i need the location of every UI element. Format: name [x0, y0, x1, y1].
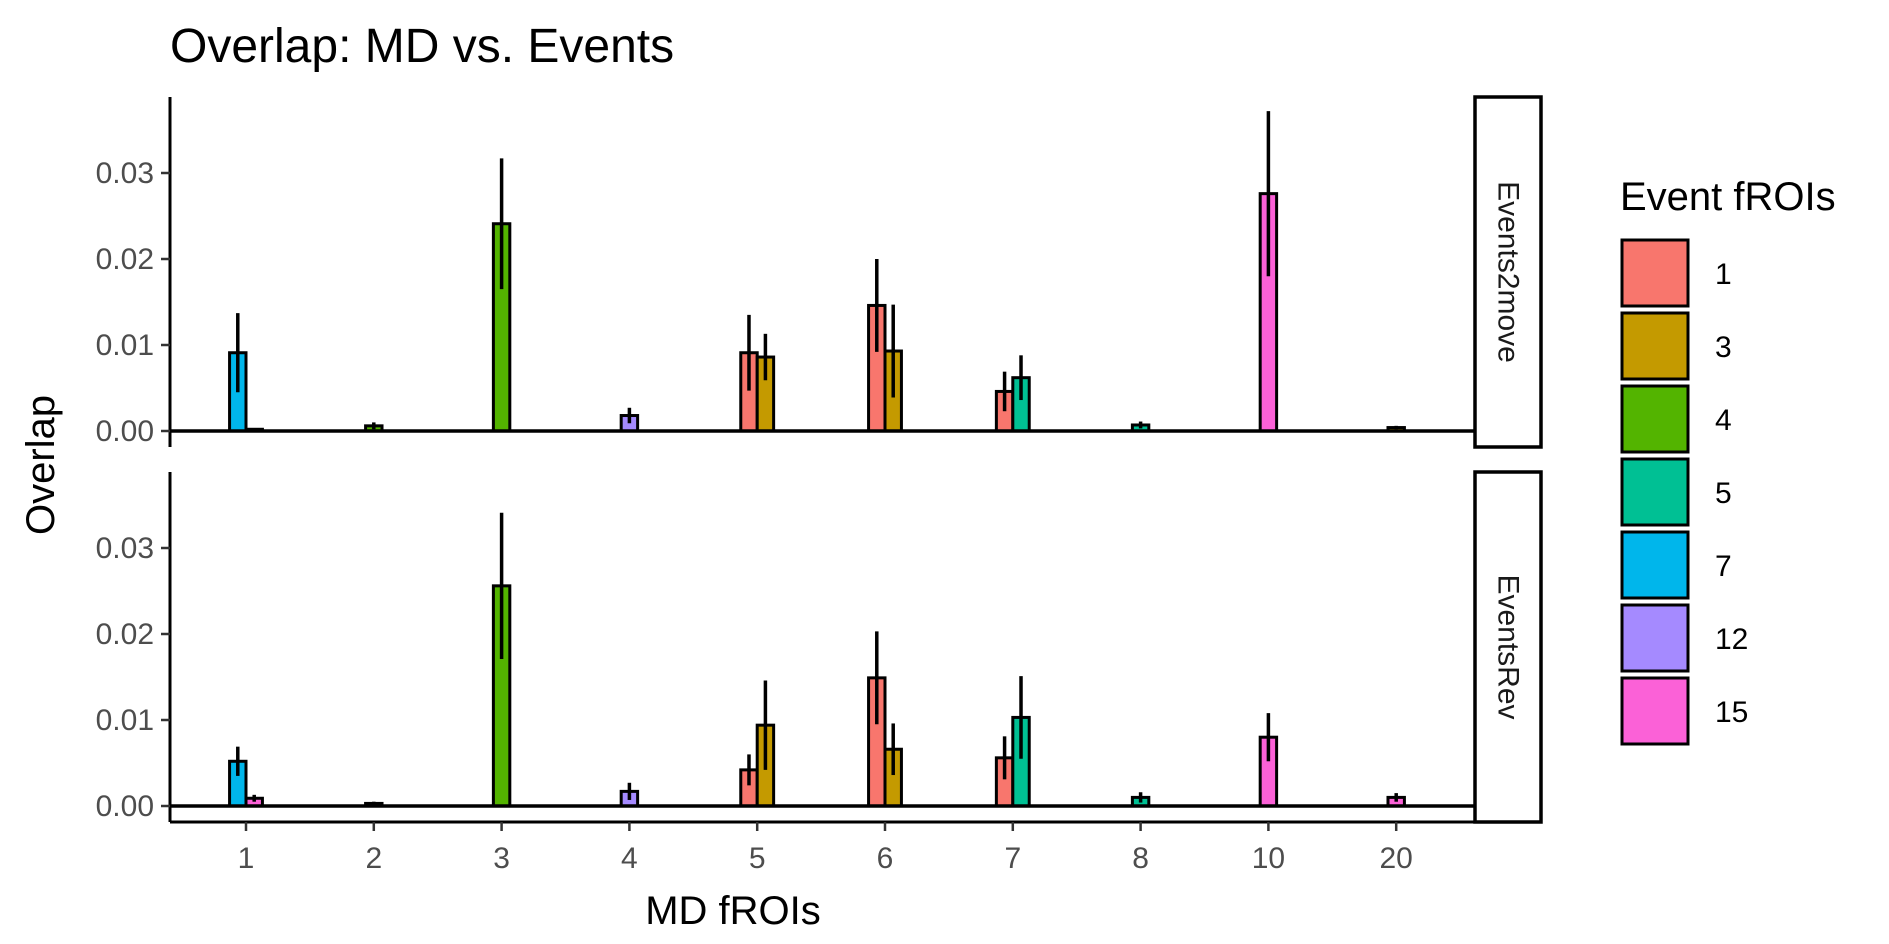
- x-tick-label: 5: [749, 842, 766, 875]
- legend-label-3: 3: [1715, 331, 1732, 364]
- legend-label-7: 7: [1715, 550, 1732, 583]
- legend-swatch-5: [1620, 457, 1690, 527]
- facet-panel-events2move: 0.00 0.01 0.02 0.03 Events2move: [96, 95, 1543, 449]
- y-tick-label: 0.03: [96, 532, 154, 565]
- y-tick-label: 0.02: [96, 618, 154, 651]
- x-tick-label: 8: [1132, 842, 1149, 875]
- y-tick-label: 0.00: [96, 415, 154, 448]
- y-axis-title: Overlap: [19, 395, 63, 535]
- facet-strip: [1473, 95, 1543, 449]
- x-tick-label: 7: [1004, 842, 1021, 875]
- x-axis: 1 2 3 4 5 6 7 8 10 20: [170, 820, 1475, 875]
- legend-swatch-7: [1620, 530, 1690, 600]
- legend-label-12: 12: [1715, 623, 1748, 656]
- chart-title: Overlap: MD vs. Events: [170, 20, 674, 73]
- y-tick-label: 0.00: [96, 790, 154, 823]
- y-tick-label: 0.01: [96, 329, 154, 362]
- legend-swatch-4: [1620, 384, 1690, 454]
- x-tick-label: 1: [238, 842, 255, 875]
- facet-panel-eventsrev: 0.00 0.01 0.02 0.03 EventsRev: [96, 470, 1543, 824]
- legend-swatch-1: [1620, 238, 1690, 308]
- facet-strip-label: Events2move: [1492, 181, 1525, 363]
- legend-label-15: 15: [1715, 696, 1748, 729]
- facet-strip-label: EventsRev: [1492, 574, 1525, 719]
- legend: Event fROIs 1 3 4 5 7 12 15: [1620, 175, 1836, 746]
- legend-swatch-15: [1620, 676, 1690, 746]
- legend-title: Event fROIs: [1620, 175, 1836, 219]
- y-tick-label: 0.02: [96, 243, 154, 276]
- x-tick-label: 2: [365, 842, 382, 875]
- x-tick-label: 4: [621, 842, 638, 875]
- legend-label-1: 1: [1715, 258, 1732, 291]
- legend-swatch-12: [1620, 603, 1690, 673]
- legend-label-5: 5: [1715, 477, 1732, 510]
- facet-panels: 0.000.010.020.03Events2move0.000.010.020…: [96, 95, 1543, 824]
- y-tick-label: 0.01: [96, 704, 154, 737]
- legend-label-4: 4: [1715, 404, 1732, 437]
- y-tick-label: 0.03: [96, 157, 154, 190]
- legend-swatch-3: [1620, 311, 1690, 381]
- x-tick-label: 6: [877, 842, 894, 875]
- x-axis-title: MD fROIs: [645, 889, 821, 933]
- facet-strip: [1473, 470, 1543, 824]
- x-tick-label: 20: [1380, 842, 1413, 875]
- x-tick-label: 3: [493, 842, 510, 875]
- x-tick-label: 10: [1252, 842, 1285, 875]
